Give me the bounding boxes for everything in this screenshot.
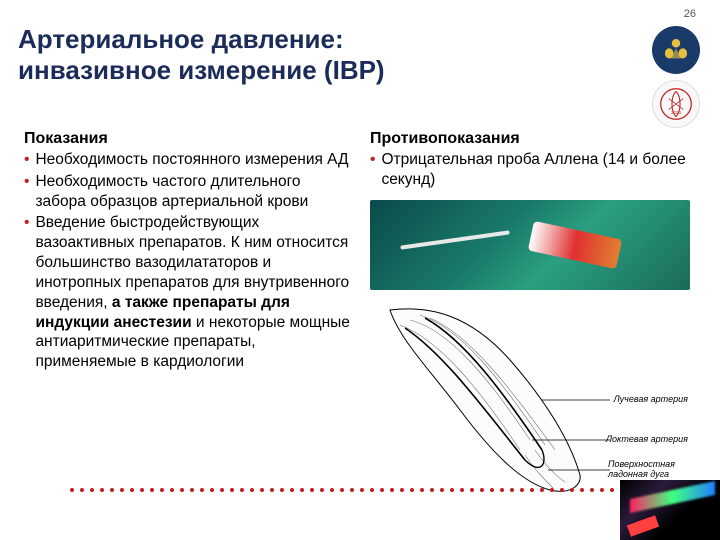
title-line1: Артериальное давление:: [18, 24, 344, 54]
indication-item: • Необходимость постоянного измерения АД: [24, 150, 350, 170]
bullet-icon: •: [370, 150, 375, 190]
device-image: [370, 200, 696, 290]
indication-text: Необходимость частого длительного забора…: [35, 172, 350, 212]
logo-emblem-2: 2020: [652, 80, 700, 128]
logo-stack: 2020: [652, 26, 702, 134]
contraindications-header: Противопоказания: [370, 130, 696, 148]
indication-item: • Необходимость частого длительного забо…: [24, 172, 350, 212]
indication-item: • Введение быстродействующих вазоактивны…: [24, 213, 350, 372]
content-columns: Показания • Необходимость постоянного из…: [24, 130, 696, 500]
slide-title: Артериальное давление: инвазивное измере…: [18, 24, 578, 86]
forearm-diagram: Лучевая артерия Локтевая артерия Поверхн…: [370, 300, 690, 500]
bullet-icon: •: [24, 150, 29, 170]
indication-text: Введение быстродействующих вазоактивных …: [35, 213, 350, 372]
title-line2: инвазивное измерение (IBP): [18, 55, 385, 85]
label-radial-artery: Лучевая артерия: [614, 394, 688, 404]
label-ulnar-artery: Локтевая артерия: [606, 434, 688, 444]
indications-column: Показания • Необходимость постоянного из…: [24, 130, 350, 500]
logo-emblem-1: [652, 26, 700, 74]
contraindication-item: • Отрицательная проба Аллена (14 и более…: [370, 150, 696, 190]
indication-text: Необходимость постоянного измерения АД: [35, 150, 348, 170]
svg-text:2020: 2020: [671, 110, 682, 115]
contraindication-text: Отрицательная проба Аллена (14 и более с…: [381, 150, 696, 190]
indications-header: Показания: [24, 130, 350, 148]
decorative-dots: [70, 488, 600, 492]
contraindications-column: Противопоказания • Отрицательная проба А…: [370, 130, 696, 500]
label-palmar-arch: Поверхностная ладонная дуга: [608, 460, 688, 480]
bullet-icon: •: [24, 172, 29, 212]
page-number: 26: [684, 8, 696, 20]
bullet-icon: •: [24, 213, 29, 372]
corner-decoration: [620, 480, 720, 540]
